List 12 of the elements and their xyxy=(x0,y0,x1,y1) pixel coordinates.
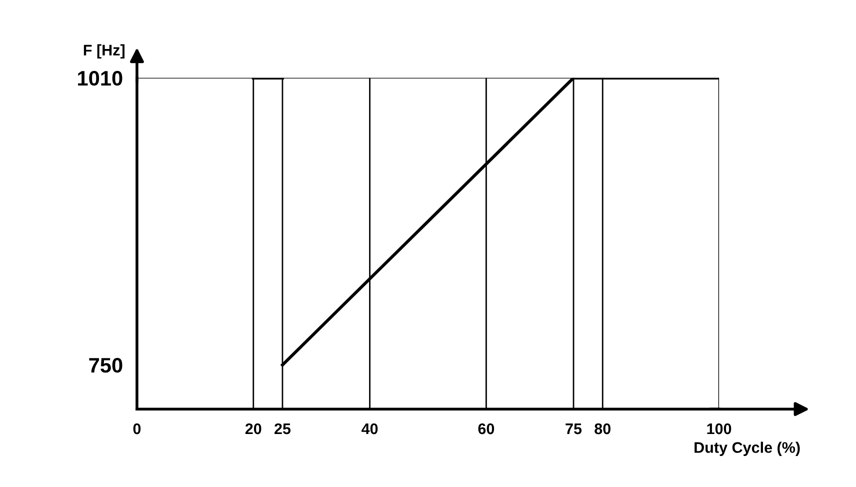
x-tick-label: 0 xyxy=(133,423,141,434)
y-axis-title: F [Hz] xyxy=(84,44,124,59)
x-tick-label: 100 xyxy=(707,423,732,434)
x-tick-label: 40 xyxy=(362,423,378,434)
x-tick-label: 75 xyxy=(566,424,582,434)
x-tick-label: 25 xyxy=(274,423,291,434)
x-tick-label: 80 xyxy=(594,423,610,434)
x-axis-title: Duty Cycle (%) xyxy=(694,442,800,456)
x-tick-label: 60 xyxy=(478,423,494,434)
y-tick-label: 750 xyxy=(89,358,122,373)
x-tick-label: 20 xyxy=(245,423,262,434)
y-tick-label: 1010 xyxy=(78,70,122,86)
